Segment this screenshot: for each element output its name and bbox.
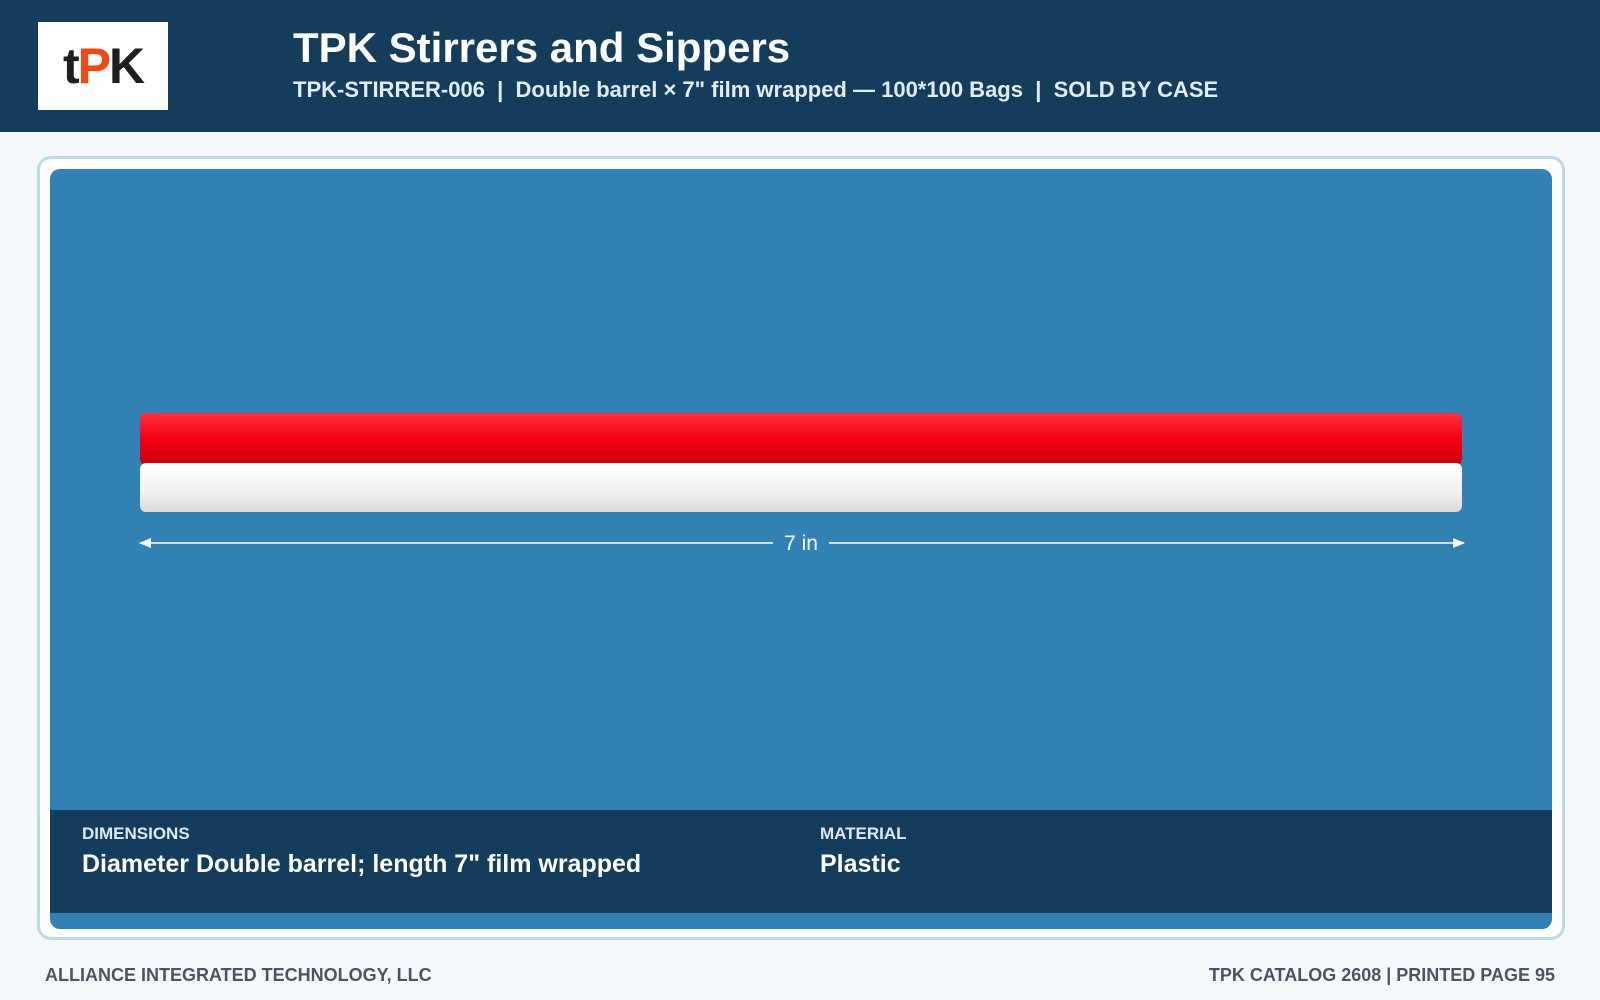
spec-value: Diameter Double barrel; length 7" film w… [82,850,642,878]
subtitle: TPK-STIRRER-006 | Double barrel × 7" fil… [293,77,1219,102]
spec-bar: DIMENSIONS Diameter Double barrel; length… [50,810,1552,913]
spec-value: Plastic [820,850,901,878]
logo-part: K [108,38,145,94]
spec-label: DIMENSIONS [82,824,190,843]
product-image: 7 in [139,413,1465,555]
spec: DIMENSIONS Diameter Double barrel; length… [82,824,641,879]
spec: MATERIAL Plastic [820,824,907,879]
logo-part: t [62,38,80,94]
spec-label: MATERIAL [820,824,907,843]
white-straw [140,463,1462,512]
image-panel: 7 in DIMENSIONS Diameter Double barrel; l… [50,169,1552,929]
dimension-label: 7 in [784,532,818,555]
footer-right: TPK CATALOG 2608 | PRINTED PAGE 95 [1208,965,1555,985]
footer-left: ALLIANCE INTEGRATED TECHNOLOGY, LLC [45,965,432,985]
logo-part: P [77,38,111,94]
title: TPK Stirrers and Sippers [293,24,791,71]
red-straw [140,413,1462,465]
